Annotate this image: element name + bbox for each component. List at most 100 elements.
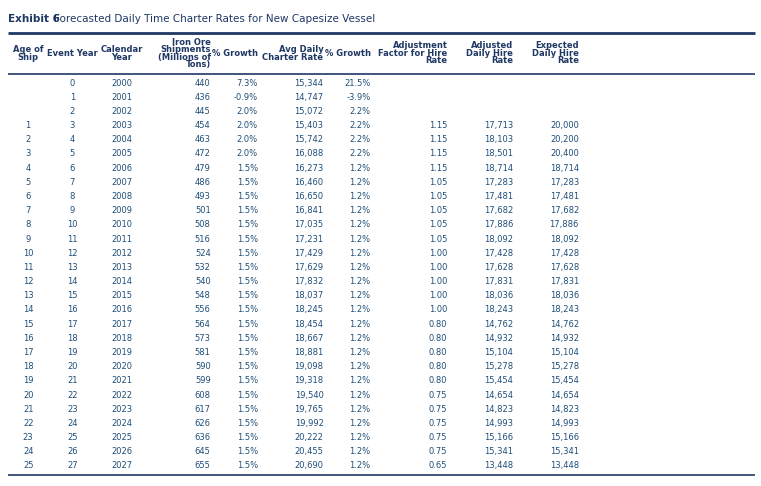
Text: 1.5%: 1.5% (237, 362, 258, 371)
Text: 0.80: 0.80 (429, 376, 447, 385)
Text: 18,037: 18,037 (295, 291, 323, 300)
Text: 1.00: 1.00 (429, 263, 447, 272)
Text: 1.5%: 1.5% (237, 461, 258, 470)
Text: 2.2%: 2.2% (349, 135, 371, 144)
Text: 1.2%: 1.2% (349, 334, 371, 343)
Text: 493: 493 (195, 192, 211, 201)
Text: 1.2%: 1.2% (349, 178, 371, 187)
Text: 17,628: 17,628 (549, 263, 579, 272)
Text: 1.2%: 1.2% (349, 348, 371, 357)
Text: 16,841: 16,841 (295, 206, 323, 215)
Text: 548: 548 (195, 291, 211, 300)
Text: 20: 20 (67, 362, 78, 371)
Text: 15,341: 15,341 (550, 447, 579, 456)
Text: 581: 581 (195, 348, 211, 357)
Text: 15,166: 15,166 (484, 433, 513, 442)
Text: 0.80: 0.80 (429, 348, 447, 357)
Text: 20,000: 20,000 (550, 121, 579, 130)
Text: Age of: Age of (13, 45, 43, 54)
Text: 1.5%: 1.5% (237, 249, 258, 258)
Text: 16: 16 (23, 334, 33, 343)
Text: 1.5%: 1.5% (237, 178, 258, 187)
Text: 13,448: 13,448 (484, 461, 513, 470)
Text: 516: 516 (195, 235, 211, 243)
Text: 1.15: 1.15 (429, 164, 447, 173)
Text: 2011: 2011 (111, 235, 132, 243)
Text: 2013: 2013 (111, 263, 132, 272)
Text: 24: 24 (67, 419, 78, 428)
Text: 20,200: 20,200 (550, 135, 579, 144)
Text: 21.5%: 21.5% (344, 79, 371, 87)
Text: 440: 440 (195, 79, 211, 87)
Text: Tons): Tons) (186, 60, 211, 69)
Text: 19,098: 19,098 (295, 362, 323, 371)
Text: 14,932: 14,932 (484, 334, 513, 343)
Text: 16: 16 (67, 305, 78, 314)
Text: 7: 7 (69, 178, 75, 187)
Text: 22: 22 (67, 391, 78, 399)
Text: 14,654: 14,654 (550, 391, 579, 399)
Text: 1.2%: 1.2% (349, 391, 371, 399)
Text: 20,455: 20,455 (295, 447, 323, 456)
Text: 18,092: 18,092 (550, 235, 579, 243)
Text: 15,454: 15,454 (484, 376, 513, 385)
Text: 14,823: 14,823 (484, 405, 513, 414)
Text: 11: 11 (23, 263, 33, 272)
Text: 18,714: 18,714 (484, 164, 513, 173)
Text: Rate: Rate (425, 56, 447, 66)
Text: 18,103: 18,103 (484, 135, 513, 144)
Text: 17,831: 17,831 (484, 277, 513, 286)
Text: 2016: 2016 (111, 305, 132, 314)
Text: Rate: Rate (491, 56, 513, 66)
Text: 1.5%: 1.5% (237, 192, 258, 201)
Text: 1: 1 (69, 93, 75, 102)
Text: 14,932: 14,932 (550, 334, 579, 343)
Text: 15,344: 15,344 (295, 79, 323, 87)
Text: 17,428: 17,428 (484, 249, 513, 258)
Text: 26: 26 (67, 447, 78, 456)
Text: 20: 20 (23, 391, 33, 399)
Text: 479: 479 (195, 164, 211, 173)
Text: 21: 21 (67, 376, 78, 385)
Text: 0.80: 0.80 (429, 334, 447, 343)
Text: 1.5%: 1.5% (237, 277, 258, 286)
Text: 2002: 2002 (111, 107, 132, 116)
Text: 1.5%: 1.5% (237, 419, 258, 428)
Text: 1.5%: 1.5% (237, 263, 258, 272)
Text: Exhibit 6: Exhibit 6 (8, 14, 60, 24)
Text: 1.05: 1.05 (429, 206, 447, 215)
Text: 15: 15 (67, 291, 78, 300)
Text: 1.2%: 1.2% (349, 376, 371, 385)
Text: 1.5%: 1.5% (237, 433, 258, 442)
Text: 501: 501 (195, 206, 211, 215)
Text: 2000: 2000 (111, 79, 132, 87)
Text: 2007: 2007 (111, 178, 132, 187)
Text: 608: 608 (195, 391, 211, 399)
Text: 436: 436 (195, 93, 211, 102)
Text: 2006: 2006 (111, 164, 132, 173)
Text: 9: 9 (26, 235, 30, 243)
Text: 2025: 2025 (111, 433, 132, 442)
Text: 0.75: 0.75 (429, 419, 447, 428)
Text: 2018: 2018 (111, 334, 132, 343)
Text: 2.0%: 2.0% (237, 150, 258, 158)
Text: 10: 10 (67, 220, 78, 229)
Text: Avg Daily: Avg Daily (279, 45, 323, 54)
Text: 2027: 2027 (111, 461, 132, 470)
Text: 17,831: 17,831 (549, 277, 579, 286)
Text: 19,540: 19,540 (295, 391, 323, 399)
Text: 25: 25 (23, 461, 33, 470)
Text: 0.75: 0.75 (429, 405, 447, 414)
Text: 14,762: 14,762 (550, 320, 579, 329)
Text: 12: 12 (23, 277, 33, 286)
Text: 655: 655 (195, 461, 211, 470)
Text: 18,881: 18,881 (295, 348, 323, 357)
Text: 1.2%: 1.2% (349, 263, 371, 272)
Text: 25: 25 (67, 433, 78, 442)
Text: 1.5%: 1.5% (237, 376, 258, 385)
Text: 645: 645 (195, 447, 211, 456)
Text: Iron Ore: Iron Ore (172, 38, 211, 47)
Text: 10: 10 (23, 249, 33, 258)
Text: 2003: 2003 (111, 121, 132, 130)
Text: 15,278: 15,278 (550, 362, 579, 371)
